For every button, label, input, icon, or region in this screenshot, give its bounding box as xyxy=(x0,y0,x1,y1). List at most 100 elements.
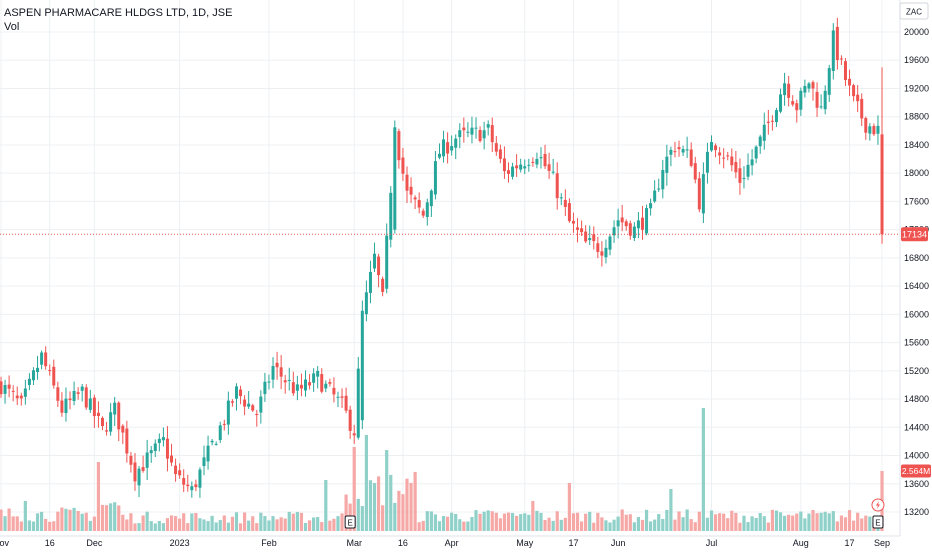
volume-bar xyxy=(393,502,397,531)
candle xyxy=(368,260,372,304)
candle xyxy=(612,220,616,243)
earnings-marker[interactable]: E xyxy=(344,515,356,529)
earnings-marker[interactable]: E xyxy=(872,515,884,529)
candle xyxy=(835,17,839,70)
volume-bar xyxy=(734,512,738,531)
volume-bar xyxy=(267,520,271,531)
candle xyxy=(255,409,259,427)
volume-bar xyxy=(381,505,385,531)
y-tick-label: 17600 xyxy=(904,196,929,206)
candle xyxy=(206,435,210,470)
volume-bar xyxy=(600,517,604,531)
candle xyxy=(653,180,657,203)
candle xyxy=(214,441,218,446)
volume-bar xyxy=(608,522,612,531)
volume-bar xyxy=(60,507,64,531)
volume-bar xyxy=(56,511,60,531)
candle xyxy=(275,351,279,380)
volume-bar xyxy=(44,518,48,531)
candle xyxy=(145,439,149,481)
y-tick-label: 15600 xyxy=(904,338,929,348)
volume-bar xyxy=(206,521,210,531)
candle xyxy=(332,377,336,403)
candle xyxy=(263,372,267,402)
volume-bar xyxy=(157,520,161,531)
candle xyxy=(730,148,734,172)
volume-bar xyxy=(486,510,490,531)
volume-bar xyxy=(588,511,592,531)
volume-bar xyxy=(238,523,243,531)
lightning-icon[interactable] xyxy=(871,498,885,512)
candle xyxy=(7,375,11,398)
volume-bar xyxy=(766,522,770,531)
volume-bar xyxy=(100,504,105,531)
volume-bar xyxy=(839,515,844,531)
volume-bar xyxy=(640,519,645,531)
volume-bar xyxy=(80,513,84,531)
candle xyxy=(417,192,421,214)
candle xyxy=(389,186,393,248)
volume-bar xyxy=(169,515,174,531)
candle xyxy=(864,116,868,140)
candle xyxy=(320,368,324,394)
candle xyxy=(437,143,441,160)
candle xyxy=(486,120,490,136)
candle xyxy=(356,356,360,440)
volume-bar xyxy=(446,516,450,531)
earnings-marker-label: E xyxy=(347,519,352,528)
volume-bar xyxy=(218,520,222,531)
candle xyxy=(44,346,48,370)
volume-bar xyxy=(539,512,543,531)
candle xyxy=(494,136,498,156)
x-tick-label: Feb xyxy=(261,538,277,548)
volume-bar xyxy=(693,522,697,531)
volume-bar xyxy=(3,516,7,531)
currency-badge[interactable]: ZAC xyxy=(899,2,929,20)
candle xyxy=(328,378,332,387)
candle xyxy=(295,375,299,401)
candle xyxy=(186,474,190,492)
candle xyxy=(76,387,80,400)
volume-bar xyxy=(372,483,377,531)
volume-bar xyxy=(498,518,502,531)
candle xyxy=(705,142,709,184)
volume-bar xyxy=(843,517,848,531)
candle xyxy=(247,391,251,409)
volume-bar xyxy=(376,476,381,531)
volume-bar xyxy=(478,513,482,531)
volume-bar xyxy=(324,480,328,531)
volume-bar xyxy=(368,480,373,531)
candle xyxy=(872,123,876,136)
volume-bar xyxy=(705,517,710,531)
grid xyxy=(0,0,900,530)
candle xyxy=(714,143,718,158)
volume-bars xyxy=(0,408,884,531)
volume-bar xyxy=(799,511,803,531)
candle xyxy=(19,392,23,406)
candle xyxy=(36,355,40,380)
candle xyxy=(718,146,722,165)
candle xyxy=(783,72,787,106)
candle xyxy=(234,383,238,411)
y-tick-label: 18800 xyxy=(904,112,929,122)
volume-bar xyxy=(226,522,230,531)
candle xyxy=(405,166,409,203)
candle xyxy=(442,130,446,163)
volume-bar xyxy=(352,447,356,531)
volume-bar xyxy=(490,511,494,531)
volume-bar xyxy=(27,520,32,531)
candle xyxy=(507,162,510,183)
volume-bar xyxy=(535,510,539,531)
candle xyxy=(68,391,72,410)
y-tick-label: 19200 xyxy=(904,83,929,93)
volume-bar xyxy=(807,513,811,531)
candle xyxy=(795,99,799,123)
candle xyxy=(600,241,604,267)
candle xyxy=(693,156,697,184)
candle xyxy=(531,157,535,167)
candle xyxy=(267,374,271,390)
x-tick-label: Jul xyxy=(706,538,718,548)
